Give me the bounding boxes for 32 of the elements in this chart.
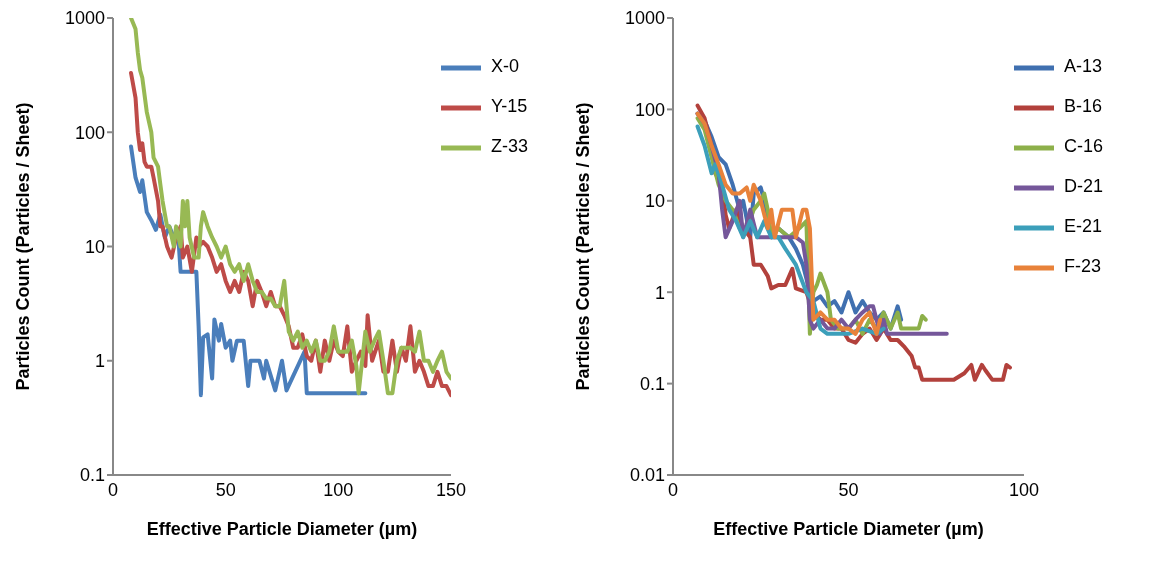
y-tick-label: 10 bbox=[84, 236, 105, 257]
legend-label: B-16 bbox=[1063, 96, 1103, 117]
legend-label: Z-33 bbox=[490, 136, 528, 157]
y-tick-label: 0.1 bbox=[639, 373, 665, 394]
x-tick-label: 150 bbox=[435, 479, 467, 500]
y-axis-title: Particles Count (Particles / Sheet) bbox=[573, 102, 594, 391]
legend-label: F-23 bbox=[1063, 256, 1101, 277]
y-tick-label: 0.01 bbox=[629, 465, 665, 486]
line-series bbox=[129, 144, 368, 398]
legend-label: Y-15 bbox=[490, 96, 528, 117]
x-tick-label: 100 bbox=[1008, 479, 1040, 500]
legend-label: D-21 bbox=[1063, 176, 1103, 197]
y-tick-label: 1 bbox=[654, 282, 665, 303]
legend-label: C-16 bbox=[1063, 136, 1103, 157]
x-tick-label: 50 bbox=[838, 479, 859, 500]
y-axis-title: Particles Count (Particles / Sheet) bbox=[13, 102, 34, 391]
legend-label: X-0 bbox=[490, 56, 519, 77]
y-tick-label: 1000 bbox=[624, 8, 665, 29]
y-tick-label: 0.1 bbox=[79, 465, 105, 486]
y-tick-label: 10 bbox=[644, 191, 665, 212]
x-axis-title: Effective Particle Diameter (µm) bbox=[713, 519, 984, 539]
legend-label: A-13 bbox=[1063, 56, 1103, 77]
x-tick-label: 0 bbox=[667, 479, 679, 500]
y-tick-label: 1000 bbox=[64, 8, 105, 29]
legend-label: E-21 bbox=[1063, 216, 1103, 237]
x-tick-label: 0 bbox=[107, 479, 119, 500]
y-tick-label: 100 bbox=[634, 99, 665, 120]
x-tick-label: 100 bbox=[323, 479, 354, 500]
y-tick-label: 1 bbox=[94, 351, 105, 372]
y-tick-label: 100 bbox=[74, 122, 105, 143]
x-axis-title: Effective Particle Diameter (µm) bbox=[146, 519, 418, 539]
x-tick-label: 50 bbox=[215, 479, 236, 500]
